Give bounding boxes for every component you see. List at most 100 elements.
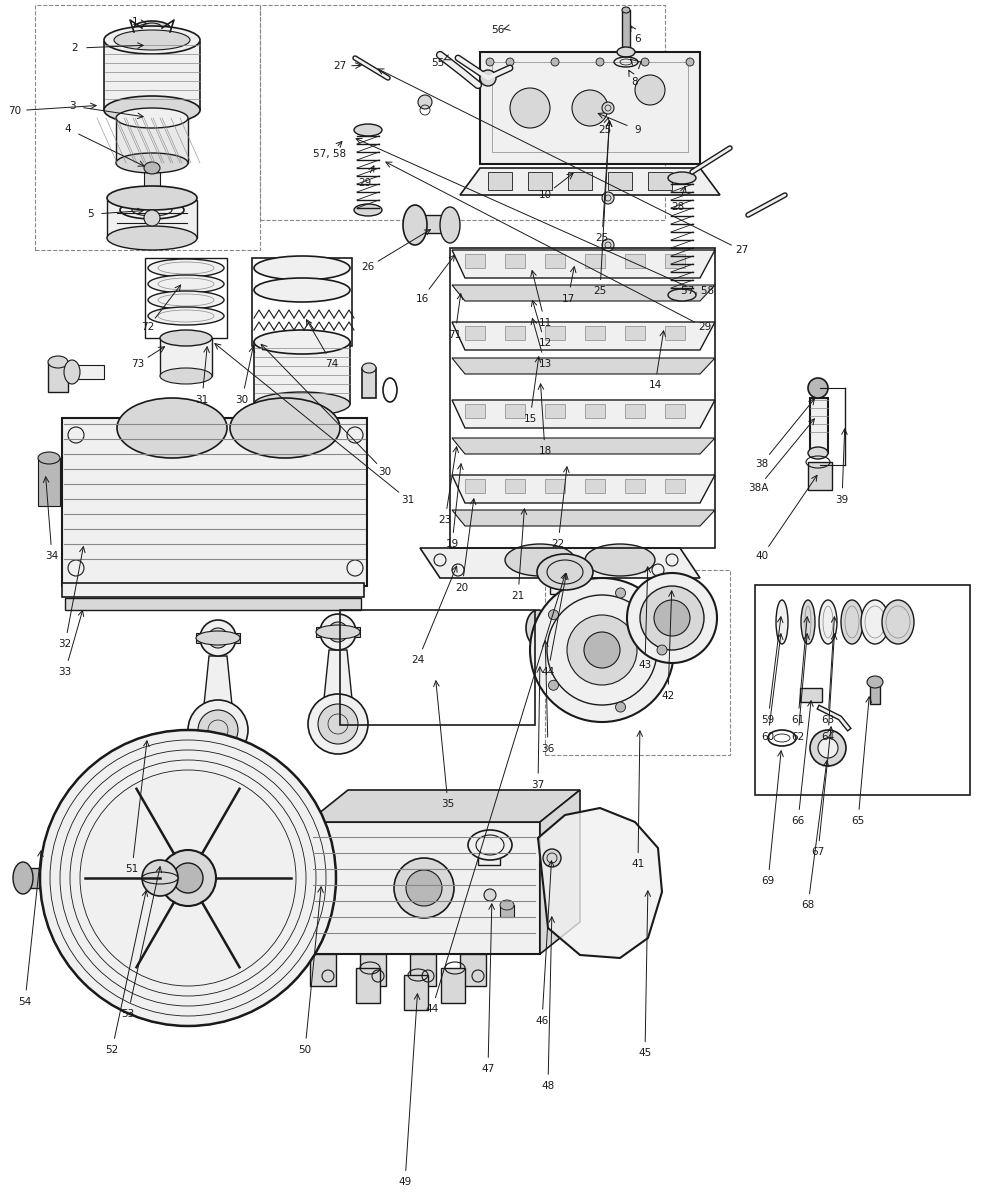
Text: 62: 62 bbox=[791, 732, 805, 742]
Text: 31: 31 bbox=[401, 495, 415, 504]
Text: 8: 8 bbox=[632, 77, 638, 87]
Bar bbox=[755, 585, 970, 795]
Circle shape bbox=[40, 730, 336, 1026]
Text: 20: 20 bbox=[455, 583, 469, 592]
Ellipse shape bbox=[776, 600, 788, 644]
Circle shape bbox=[548, 609, 558, 620]
Ellipse shape bbox=[144, 163, 160, 175]
Ellipse shape bbox=[38, 452, 60, 464]
Bar bbox=[585, 254, 605, 268]
Text: 38A: 38A bbox=[748, 483, 768, 492]
Polygon shape bbox=[452, 321, 715, 350]
Bar bbox=[532, 648, 542, 666]
Bar bbox=[505, 254, 525, 268]
Bar bbox=[35, 5, 260, 250]
Text: 60: 60 bbox=[761, 732, 775, 742]
Text: 55: 55 bbox=[431, 58, 445, 67]
Ellipse shape bbox=[142, 872, 178, 884]
Bar bbox=[625, 479, 645, 492]
Bar bbox=[480, 52, 700, 164]
Circle shape bbox=[208, 628, 228, 648]
Circle shape bbox=[567, 615, 637, 685]
Text: 74: 74 bbox=[325, 359, 339, 368]
Ellipse shape bbox=[500, 901, 514, 910]
Text: 1: 1 bbox=[132, 17, 138, 26]
Text: 41: 41 bbox=[631, 860, 645, 869]
Bar bbox=[665, 326, 685, 340]
Bar bbox=[360, 954, 386, 986]
Circle shape bbox=[602, 102, 614, 114]
Bar bbox=[622, 10, 630, 52]
Polygon shape bbox=[460, 169, 720, 195]
Polygon shape bbox=[452, 358, 715, 374]
Ellipse shape bbox=[230, 399, 340, 458]
Text: 35: 35 bbox=[441, 799, 455, 809]
Bar bbox=[545, 569, 730, 755]
Text: 26: 26 bbox=[361, 262, 375, 272]
Circle shape bbox=[506, 58, 514, 66]
Text: 30: 30 bbox=[235, 395, 249, 405]
Text: 25: 25 bbox=[593, 287, 607, 296]
Polygon shape bbox=[452, 438, 715, 454]
Text: 30: 30 bbox=[378, 467, 392, 477]
Text: 70: 70 bbox=[8, 106, 22, 116]
Bar bbox=[665, 479, 685, 492]
Polygon shape bbox=[452, 476, 715, 503]
Bar bbox=[665, 405, 685, 418]
Bar bbox=[870, 681, 880, 704]
Polygon shape bbox=[452, 285, 715, 301]
Text: 7: 7 bbox=[635, 61, 641, 71]
Circle shape bbox=[635, 75, 665, 105]
Bar bbox=[625, 405, 645, 418]
Circle shape bbox=[572, 90, 608, 126]
Text: 43: 43 bbox=[638, 660, 652, 669]
Bar bbox=[356, 968, 380, 1003]
Bar bbox=[800, 687, 822, 702]
Bar bbox=[545, 405, 565, 418]
Bar bbox=[500, 905, 514, 917]
Ellipse shape bbox=[801, 600, 815, 644]
Text: 28: 28 bbox=[671, 202, 685, 212]
Text: 25: 25 bbox=[598, 125, 612, 135]
Ellipse shape bbox=[254, 278, 350, 302]
Ellipse shape bbox=[160, 368, 212, 384]
Ellipse shape bbox=[354, 203, 382, 216]
Polygon shape bbox=[420, 548, 700, 578]
Ellipse shape bbox=[867, 675, 883, 687]
Circle shape bbox=[484, 889, 496, 901]
Bar bbox=[72, 365, 104, 379]
Bar bbox=[145, 258, 227, 338]
Bar bbox=[545, 254, 565, 268]
Text: 3: 3 bbox=[69, 101, 75, 111]
Text: 12: 12 bbox=[538, 338, 552, 348]
Circle shape bbox=[584, 632, 620, 668]
Text: 39: 39 bbox=[835, 495, 849, 504]
Text: 73: 73 bbox=[131, 359, 145, 368]
Ellipse shape bbox=[354, 124, 382, 136]
Text: 23: 23 bbox=[438, 515, 452, 525]
Ellipse shape bbox=[468, 830, 512, 860]
Bar bbox=[196, 633, 240, 643]
Text: 63: 63 bbox=[821, 715, 835, 725]
Circle shape bbox=[394, 858, 454, 917]
Polygon shape bbox=[452, 510, 715, 526]
Text: 18: 18 bbox=[538, 447, 552, 456]
Ellipse shape bbox=[841, 600, 863, 644]
Ellipse shape bbox=[622, 7, 630, 13]
Circle shape bbox=[602, 191, 614, 203]
Text: 11: 11 bbox=[538, 318, 552, 327]
Ellipse shape bbox=[585, 544, 655, 576]
Text: 44: 44 bbox=[425, 1004, 439, 1014]
Circle shape bbox=[810, 730, 846, 766]
Ellipse shape bbox=[64, 360, 80, 384]
Bar bbox=[308, 822, 540, 954]
Text: 42: 42 bbox=[661, 691, 675, 701]
Text: 57, 58: 57, 58 bbox=[313, 149, 347, 159]
Ellipse shape bbox=[196, 631, 240, 645]
Ellipse shape bbox=[537, 554, 593, 590]
Text: 57, 58: 57, 58 bbox=[681, 287, 715, 296]
Circle shape bbox=[551, 58, 559, 66]
Circle shape bbox=[641, 58, 649, 66]
Circle shape bbox=[530, 578, 674, 722]
Circle shape bbox=[657, 645, 667, 655]
